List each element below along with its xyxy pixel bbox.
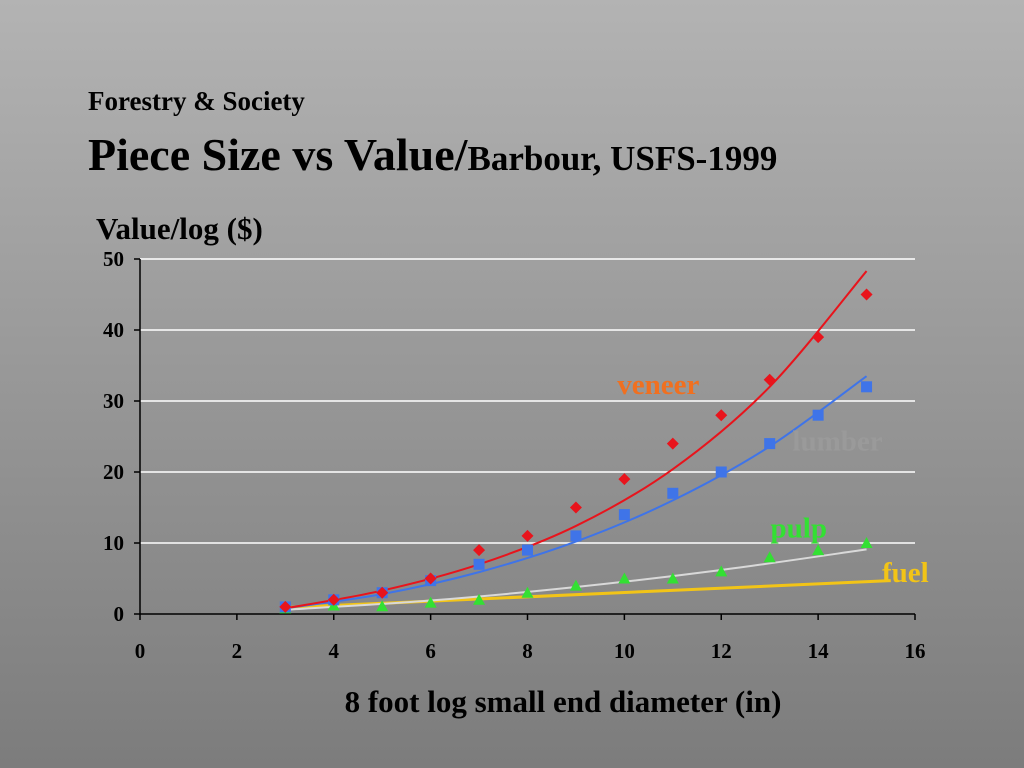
- lumber-point: [570, 530, 582, 542]
- y-tick-label: 30: [103, 389, 124, 413]
- x-tick-label: 0: [135, 639, 146, 663]
- x-tick-label: 4: [329, 639, 340, 663]
- veneer-point: [666, 437, 679, 450]
- x-tick-label: 6: [425, 639, 436, 663]
- title-source: Barbour, USFS-1999: [467, 139, 778, 178]
- y-tick-label: 40: [103, 318, 124, 342]
- title-main: Piece Size vs Value/: [88, 129, 468, 180]
- pulp-point: [715, 565, 728, 577]
- pulp-point: [376, 600, 389, 612]
- y-tick-label: 10: [103, 531, 124, 555]
- lumber-point: [812, 409, 824, 421]
- veneer-point: [376, 586, 389, 599]
- data-markers: [279, 288, 873, 614]
- lumber-series-label: lumber: [792, 426, 882, 458]
- chart-labels: Value/log ($) 8 foot log small end diame…: [96, 211, 929, 719]
- pulp-point: [812, 544, 825, 556]
- veneer-point: [715, 409, 728, 422]
- x-tick-label: 10: [614, 639, 635, 663]
- veneer-point: [279, 600, 292, 613]
- y-tick-label: 20: [103, 460, 124, 484]
- axes: [134, 258, 916, 620]
- x-tick-label: 14: [808, 639, 830, 663]
- x-tick-label: 8: [522, 639, 533, 663]
- pulp-point: [618, 572, 631, 584]
- veneer-point: [473, 544, 486, 557]
- y-tick-label: 50: [103, 247, 124, 271]
- x-tick-label: 12: [711, 639, 732, 663]
- veneer-point: [521, 529, 534, 542]
- fuel-series-label: fuel: [882, 557, 929, 589]
- lumber-point: [473, 558, 485, 570]
- slide-title: Piece Size vs Value/Barbour, USFS-1999: [88, 128, 777, 181]
- veneer-point: [424, 572, 437, 585]
- veneer-series-label: veneer: [617, 369, 699, 401]
- veneer-point: [763, 373, 776, 386]
- pulp-point: [473, 593, 486, 605]
- lumber-point: [764, 438, 776, 450]
- pulp-point: [424, 596, 437, 608]
- lumber-trend-line: [285, 375, 868, 610]
- pulp-point: [569, 579, 582, 591]
- lumber-point: [522, 544, 533, 556]
- x-axis-label: 8 foot log small end diameter (in): [345, 684, 782, 719]
- pulp-point: [666, 572, 679, 584]
- veneer-point: [812, 331, 825, 344]
- lumber-point: [618, 509, 630, 521]
- grid-lines: [140, 258, 915, 544]
- pulp-point: [860, 537, 873, 548]
- pulp-point: [521, 586, 534, 598]
- veneer-point: [327, 593, 340, 606]
- pulp-trend-line: [285, 548, 867, 611]
- slide-overtitle: Forestry & Society: [88, 86, 305, 116]
- lumber-point: [715, 466, 727, 478]
- pulp-series-label: pulp: [771, 512, 827, 544]
- lumber-point: [667, 487, 679, 499]
- pulp-point: [763, 551, 776, 563]
- veneer-point: [860, 288, 873, 301]
- lumber-point: [861, 381, 873, 393]
- x-tick-label: 16: [905, 639, 926, 663]
- veneer-point: [618, 473, 631, 486]
- y-axis-label: Value/log ($): [96, 211, 263, 246]
- y-tick-label: 0: [114, 602, 125, 626]
- veneer-point: [569, 501, 582, 514]
- x-tick-label: 2: [232, 639, 243, 663]
